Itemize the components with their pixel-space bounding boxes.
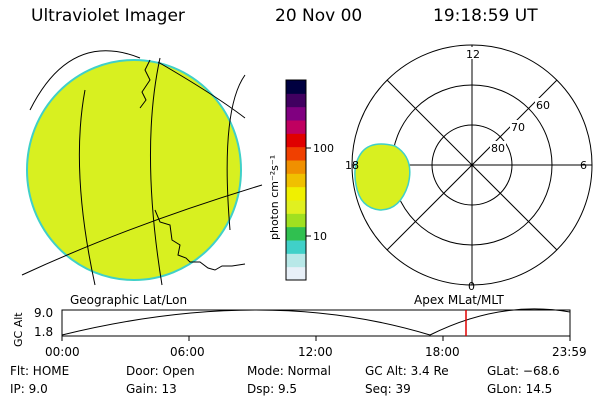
colorbar-stripe bbox=[286, 186, 306, 201]
lat-label-60: 60 bbox=[536, 99, 550, 112]
lat-label-70: 70 bbox=[511, 121, 525, 134]
colorbar-stripe bbox=[286, 240, 306, 254]
time-label-1800: 18:00 bbox=[425, 345, 460, 359]
altitude-ymax: 9.0 bbox=[34, 306, 54, 320]
colorbar-unit: photon cm⁻²s⁻¹ bbox=[268, 155, 281, 240]
polar-plot: 12 18 6 0 60 70 80 bbox=[345, 44, 593, 293]
colorbar-stripe bbox=[286, 253, 306, 268]
colorbar-stripe bbox=[286, 200, 306, 214]
colorbar-stripe bbox=[286, 133, 306, 148]
info-ip: IP: 9.0 bbox=[10, 382, 48, 396]
time-label-0000: 00:00 bbox=[45, 345, 80, 359]
info-flt: Flt: HOME bbox=[10, 364, 70, 378]
colorbar-tick-100: 100 bbox=[313, 142, 334, 155]
date-label: 20 Nov 00 bbox=[275, 6, 363, 26]
info-glon: GLon: 14.5 bbox=[487, 382, 553, 396]
colorbar: 100 10 photon cm⁻²s⁻¹ bbox=[268, 79, 334, 281]
right-panel-caption: Apex MLat/MLT bbox=[414, 293, 504, 307]
colorbar-stripe bbox=[286, 93, 306, 108]
time-label-2359: 23:59 bbox=[552, 345, 587, 359]
info-gain: Gain: 13 bbox=[126, 382, 177, 396]
lat-label-80: 80 bbox=[491, 142, 505, 155]
colorbar-stripe bbox=[286, 120, 306, 134]
geographic-image bbox=[21, 50, 263, 286]
colorbar-stripe bbox=[286, 213, 306, 228]
colorbar-stripe bbox=[286, 106, 306, 121]
time-label-0600: 06:00 bbox=[170, 345, 205, 359]
altitude-curve bbox=[61, 308, 571, 336]
mlt-label-6: 6 bbox=[580, 159, 587, 172]
colorbar-stripe bbox=[286, 266, 306, 281]
aurora-patch bbox=[354, 143, 411, 211]
left-panel-caption: Geographic Lat/Lon bbox=[70, 293, 188, 307]
colorbar-stripe bbox=[286, 160, 306, 174]
colorbar-stripe bbox=[286, 173, 306, 188]
info-glat: GLat: −68.6 bbox=[487, 364, 560, 378]
info-seq: Seq: 39 bbox=[365, 382, 411, 396]
colorbar-tick-10: 10 bbox=[313, 230, 327, 243]
mlt-label-18: 18 bbox=[345, 159, 359, 172]
info-dsp: Dsp: 9.5 bbox=[247, 382, 298, 396]
time-label-1200: 12:00 bbox=[298, 345, 333, 359]
altitude-ymin: 1.8 bbox=[34, 325, 54, 339]
altitude-plot: GC Alt bbox=[12, 308, 571, 347]
instrument-title: Ultraviolet Imager bbox=[31, 6, 185, 26]
info-gc-alt: GC Alt: 3.4 Re bbox=[365, 364, 449, 378]
mlt-label-0: 0 bbox=[468, 280, 475, 293]
info-door: Door: Open bbox=[126, 364, 195, 378]
mlt-label-12: 12 bbox=[466, 48, 480, 61]
colorbar-stripe bbox=[286, 226, 306, 241]
altitude-ylabel: GC Alt bbox=[12, 312, 25, 347]
time-label: 19:18:59 UT bbox=[433, 6, 538, 26]
colorbar-stripe bbox=[286, 146, 306, 161]
colorbar-stripe bbox=[286, 80, 306, 94]
info-mode: Mode: Normal bbox=[247, 364, 331, 378]
